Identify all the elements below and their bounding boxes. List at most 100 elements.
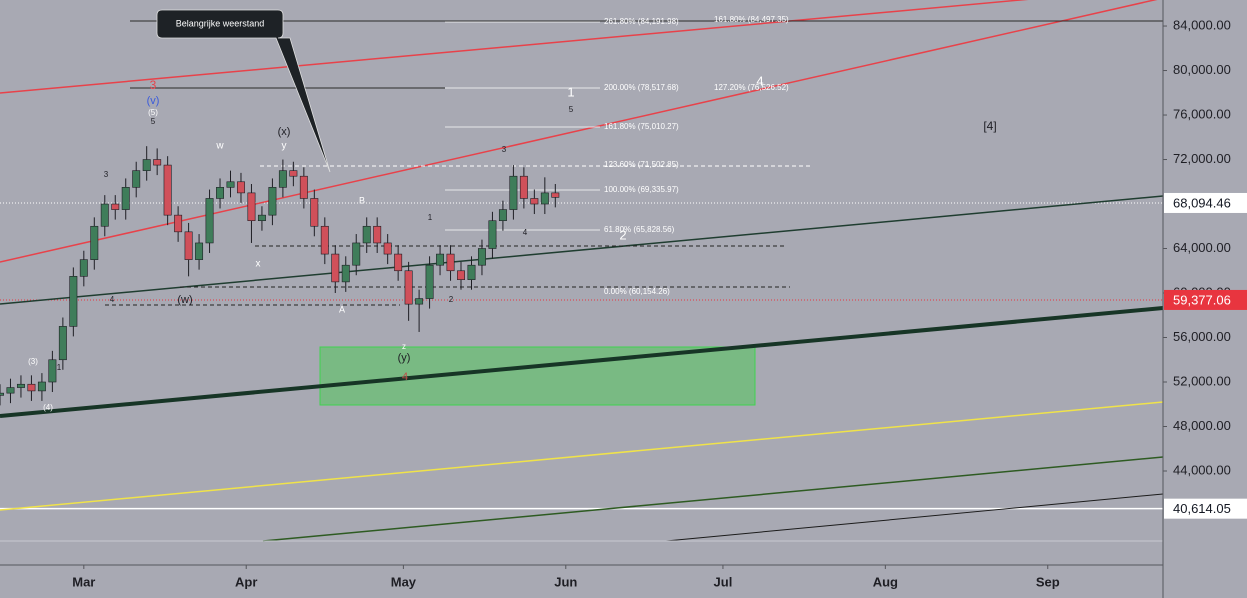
candle-body (268, 187, 277, 216)
candle-body (142, 159, 151, 171)
candle-body (184, 231, 193, 260)
price-label: 40,614.05 (1173, 501, 1231, 516)
trend-line (0, 306, 1164, 418)
candle-body (540, 192, 549, 205)
fib-label: 100.00% (69,335.97) (604, 185, 679, 194)
wave-label: 1 (428, 213, 433, 222)
trend-line (0, 195, 1164, 305)
candle-body (247, 192, 256, 222)
candle-body (37, 381, 46, 392)
wave-label: x (256, 259, 261, 270)
candle-body (237, 181, 245, 194)
candle-body (163, 164, 172, 216)
candle-body (153, 159, 162, 166)
candle-body (289, 170, 298, 177)
wave-label: w (215, 141, 224, 152)
wave-label: (x) (278, 126, 291, 138)
price-label-box (1164, 498, 1247, 519)
candle-body (488, 220, 497, 249)
wave-label: 4 (523, 228, 528, 237)
candle-body (216, 187, 224, 199)
candle-body (373, 225, 382, 244)
wave-label: A (339, 304, 345, 314)
wave-label: 5 (569, 105, 574, 114)
wave-label: z (402, 342, 406, 351)
fib-label: 0.00% (60,154.26) (604, 287, 670, 296)
wave-label: 4 (110, 295, 115, 304)
candle-body (551, 192, 560, 198)
y-tick-label: 52,000.00 (1173, 373, 1231, 388)
fib-label: 127.20% (76,526.52) (714, 83, 789, 92)
fib-label: 61.80% (65,828.56) (604, 225, 675, 234)
candle-body (79, 259, 88, 277)
trend-line (665, 493, 1164, 542)
x-tick-label: Jul (714, 574, 733, 589)
candles (0, 146, 560, 406)
x-tick-label: Aug (873, 574, 898, 589)
candle-body (27, 383, 36, 392)
candle-body (69, 276, 78, 327)
x-tick-label: Sep (1036, 574, 1060, 589)
y-tick-label: 72,000.00 (1173, 151, 1231, 166)
y-tick-label: 64,000.00 (1173, 240, 1231, 255)
y-tick-label: 44,000.00 (1173, 462, 1231, 477)
y-tick-label: 48,000.00 (1173, 418, 1231, 433)
callout-text: Belangrijke weerstand (176, 18, 265, 28)
y-tick-label: 76,000.00 (1173, 106, 1231, 121)
price-label: 59,377.06 (1173, 292, 1231, 307)
grid-layer (0, 202, 1163, 510)
candle-body (498, 209, 507, 222)
candle-body (0, 392, 4, 396)
candle-body (320, 225, 329, 255)
candle-body (415, 298, 424, 305)
candle-body (6, 387, 15, 394)
candle-body (195, 242, 204, 260)
wave-label: B (359, 195, 365, 205)
wave-label: y (282, 141, 287, 152)
candle-body (331, 253, 340, 283)
candle-body (48, 359, 57, 383)
candle-body (100, 203, 109, 227)
wave-label: (v) (147, 95, 160, 107)
wave-label: 1 (567, 84, 574, 99)
wave-label: 1 (57, 363, 62, 372)
trend-line (0, 401, 1164, 511)
x-tick-label: Jun (554, 574, 577, 589)
candle-body (362, 225, 371, 244)
candle-body (121, 187, 130, 210)
x-tick-label: May (391, 574, 417, 589)
wave-label: [4] (983, 119, 996, 133)
candle-body (467, 264, 476, 280)
candle-body (404, 270, 413, 305)
candle-body (383, 242, 392, 255)
wave-label: 5 (151, 117, 156, 126)
candle-body (16, 383, 25, 388)
fib-label: 123.60% (71,502.85) (604, 160, 679, 169)
x-tick-label: Apr (235, 574, 257, 589)
wave-label: (3) (28, 357, 38, 366)
candle-body (299, 175, 308, 199)
fib-label: 200.00% (78,517.68) (604, 83, 679, 92)
trend-line (0, 0, 1158, 263)
axis-labels: 44,000.0048,000.0052,000.0056,000.0060,0… (72, 17, 1247, 589)
candle-body (90, 225, 99, 260)
candle-body (111, 203, 120, 210)
price-label-box (1164, 289, 1247, 310)
wave-label: 2 (449, 295, 454, 304)
candle-body (310, 198, 319, 227)
candle-body (341, 264, 350, 283)
candle-body (457, 270, 465, 280)
price-label: 68,094.46 (1173, 195, 1231, 210)
trend-line (262, 456, 1164, 542)
callout (156, 9, 331, 173)
support-zone (319, 346, 756, 406)
fib-label: 161.80% (75,010.27) (604, 122, 679, 131)
candle-body (394, 253, 403, 272)
wave-label: 3 (104, 170, 109, 179)
candle-body (278, 170, 287, 188)
wave-label: 2 (619, 227, 626, 242)
y-tick-label: 80,000.00 (1173, 62, 1231, 77)
trend-line (0, 0, 1029, 94)
x-tick-label: Mar (72, 574, 95, 589)
